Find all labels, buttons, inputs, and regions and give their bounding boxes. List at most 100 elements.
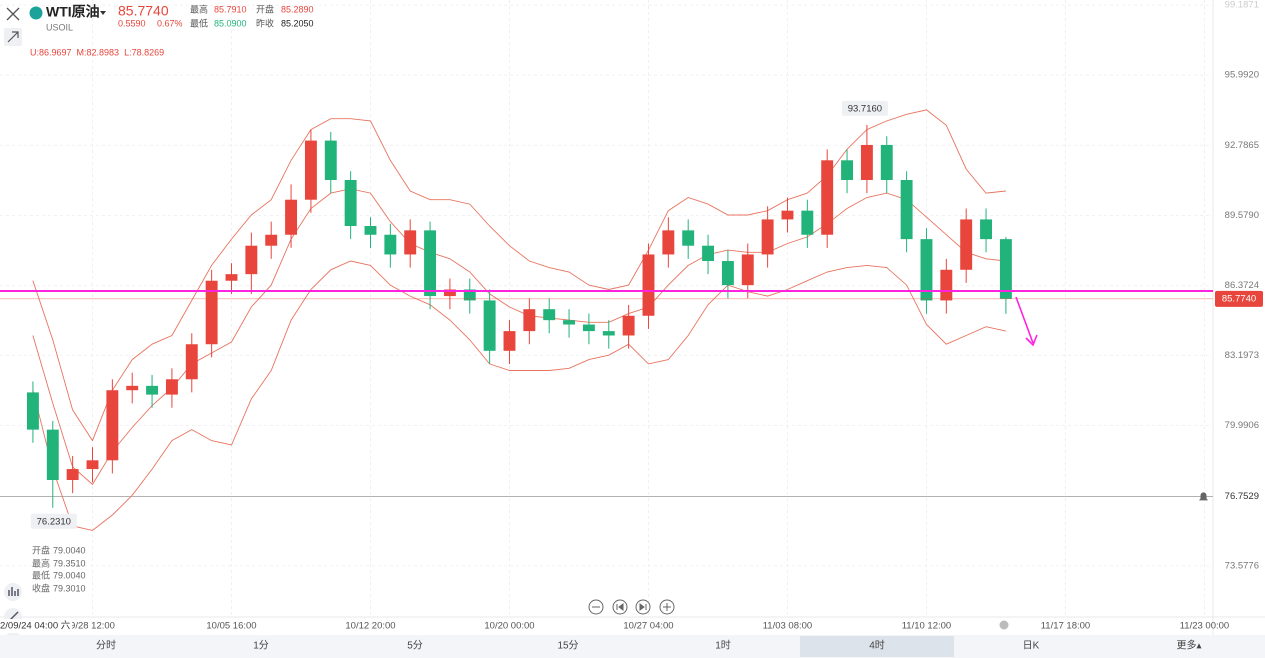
candle-body (225, 274, 238, 281)
y-tick-label: 86.3724 (1225, 280, 1259, 291)
candle-body (860, 144, 873, 181)
candle-body (761, 219, 774, 255)
stat-label: 最低 (190, 17, 208, 28)
indicator-tool[interactable] (4, 583, 22, 601)
candle-body (702, 245, 715, 262)
candle-body (443, 289, 456, 297)
candle-body (801, 210, 814, 235)
ohlc-value: 79.3510 (53, 558, 86, 568)
candle-body (662, 230, 675, 255)
crosshair-time: 2/09/24 04:00 六 (0, 620, 71, 632)
candle-body (960, 219, 973, 270)
low-label: 76.2310 (37, 516, 71, 527)
timeframe-button[interactable]: 1时 (715, 640, 731, 652)
candle-body (523, 309, 536, 332)
price-change-percent: 0.67% (157, 18, 183, 28)
ohlc-value: 79.3010 (53, 583, 86, 593)
candle-body (880, 144, 893, 181)
candle-body (582, 324, 595, 332)
y-tick-label: 95.9920 (1225, 70, 1259, 81)
candle-body (66, 469, 79, 481)
candle-body (364, 225, 377, 235)
plot-area: 99.1871 95.9920 92.7865 89.5790 86.3724 83.19… (0, 0, 1265, 635)
candle-body (721, 261, 734, 286)
candle-body (285, 199, 298, 235)
high-label-box (841, 100, 888, 116)
candle-body (304, 140, 317, 200)
candle-body (900, 180, 913, 240)
stat-value: 85.2050 (281, 18, 314, 28)
ohlc-label: 最高 (32, 557, 50, 568)
ohlc-label: 收盘 (32, 582, 50, 593)
high-label: 93.7160 (848, 103, 882, 114)
stat-value: 85.0900 (214, 18, 247, 28)
y-tick-label: 92.7865 (1225, 140, 1259, 151)
crosshair-time-box (0, 619, 72, 633)
timeframe-button[interactable]: 分时 (96, 640, 116, 652)
now-marker (999, 620, 1009, 630)
expand-button[interactable] (4, 28, 22, 46)
timeframe-button[interactable]: 4时 (869, 640, 885, 652)
drawn-arrow (1015, 296, 1038, 347)
zoom-out-button[interactable] (588, 599, 604, 615)
timeframe-button[interactable]: 15分 (557, 640, 578, 652)
symbol-code: USOIL (46, 22, 73, 32)
close-button[interactable] (6, 7, 20, 21)
x-tick-label: 11/10 12:00 (902, 621, 951, 632)
candle-body (245, 245, 258, 275)
candle-body (205, 280, 218, 345)
scroll-end-button[interactable] (635, 599, 651, 615)
candle-body (602, 331, 615, 336)
stat-label: 最高 (190, 3, 208, 14)
dropdown-caret[interactable] (100, 11, 106, 15)
x-tick-label: 10/20 00:00 (484, 621, 534, 632)
candle-body (265, 234, 278, 246)
candle-body (86, 460, 99, 470)
candle-body (384, 234, 397, 255)
ohlc-value: 79.0040 (53, 570, 86, 580)
x-tick-label: 9/28 12:00 (70, 621, 115, 632)
x-tick-label: 10/05 16:00 (206, 621, 256, 632)
x-tick-label: 10/12 20:00 (345, 621, 395, 632)
scroll-start-button[interactable] (612, 599, 628, 615)
x-tick-label: 11/17 18:00 (1041, 621, 1090, 632)
ohlc-label: 开盘 (32, 544, 50, 555)
indicator-values: U:86.9697 M:82.8983 L:78.8269 (30, 47, 164, 57)
candle-body (424, 230, 437, 297)
stat-value: 85.2890 (281, 4, 314, 14)
timeframe-button[interactable]: 1分 (253, 640, 269, 652)
candle-body (920, 239, 933, 301)
timeframe-button[interactable]: 更多▴ (1176, 639, 1201, 652)
candle-body (185, 344, 198, 380)
timeframe-button[interactable]: 日K (1023, 641, 1040, 652)
candle-body (344, 180, 357, 226)
x-tick-label: 11/23 00:00 (1180, 621, 1229, 632)
candle-body (622, 315, 635, 336)
candle-body (146, 385, 159, 395)
y-tick-label: 99.1871 (1225, 0, 1259, 11)
indicator-line (32, 109, 1006, 442)
symbol-logo (29, 6, 43, 20)
alert-label: 76.7529 (1225, 491, 1259, 502)
y-tick-label: 89.5790 (1225, 210, 1259, 221)
indicator-line (32, 260, 1006, 531)
ohlc-label: 最低 (32, 569, 50, 580)
candle-body (781, 210, 794, 220)
stat-label: 开盘 (256, 3, 274, 14)
candle-body (106, 390, 119, 461)
candle-body (682, 230, 695, 246)
candle-body (503, 331, 516, 351)
candle-body (26, 392, 39, 430)
candle-body (404, 230, 417, 255)
candle-body (821, 160, 834, 235)
candle-body (563, 320, 576, 325)
candle-body (324, 140, 337, 181)
last-price-label: 85.7740 (1222, 293, 1256, 304)
y-tick-label: 83.1973 (1225, 350, 1259, 361)
zoom-in-button[interactable] (659, 599, 675, 615)
stat-label: 昨收 (256, 17, 274, 28)
symbol-name[interactable]: WTI原油 (46, 4, 100, 20)
low-label-box (30, 513, 77, 529)
timeframe-button[interactable]: 5分 (407, 640, 423, 652)
